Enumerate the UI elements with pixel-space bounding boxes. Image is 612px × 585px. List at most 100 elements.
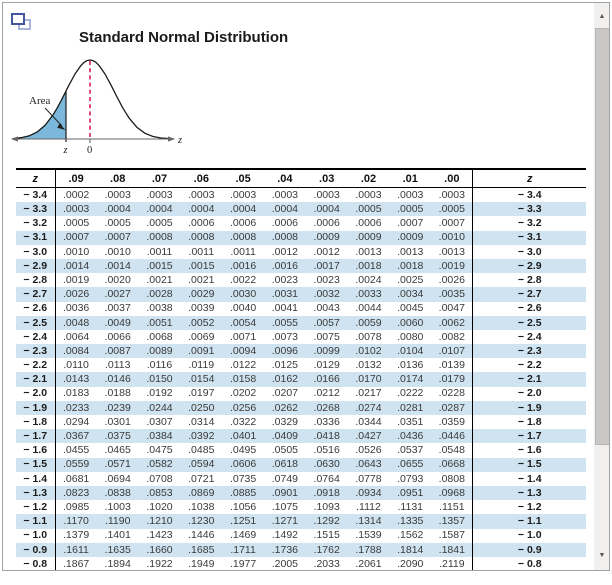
value-cell: .0017	[313, 259, 340, 272]
value-cell: .0465	[104, 444, 131, 457]
z-cell: − 1.0	[23, 529, 48, 542]
value-cell: .1841	[438, 543, 465, 556]
value-cell: .0485	[188, 444, 215, 457]
value-cell: .2005	[271, 557, 299, 570]
table-row: − 1.5 .0559 .0571 .0582 .0594 .0606 .0618 .0630…	[16, 457, 586, 472]
value-cell: .0154	[188, 373, 215, 386]
popout-windows-icon[interactable]	[11, 13, 33, 33]
z-cell: − 2.5	[23, 316, 48, 329]
value-cell: .0006	[313, 217, 340, 230]
applet-window: Standard Normal Distribution Area z z 0	[2, 2, 610, 571]
z-cell: − 0.9	[23, 543, 48, 556]
value-cell: .0003	[313, 188, 340, 201]
value-cell: .0006	[188, 217, 215, 230]
value-cell: .0228	[438, 387, 465, 400]
value-cell: .0985	[54, 500, 97, 515]
z-cell: − 3.3	[472, 202, 586, 217]
z-cell: − 3.4	[472, 187, 586, 203]
value-cell: .0064	[54, 329, 97, 345]
value-cell: .1230	[188, 515, 215, 528]
value-cell: .0011	[146, 245, 173, 258]
value-cell: .1949	[188, 557, 215, 570]
value-cell: .0026	[54, 287, 97, 302]
table-row: − 1.0 .1379 .1401 .1423 .1446 .1469 .1492 .1515…	[16, 528, 586, 543]
value-cell: .1170	[54, 514, 97, 529]
value-cell: .0040	[229, 302, 257, 315]
value-cell: .0003	[229, 188, 257, 201]
value-cell: .0158	[229, 373, 257, 386]
table-row: − 2.4 .0064 .0066 .0068 .0069 .0071 .0073 .0075…	[16, 329, 586, 345]
col-header: .03	[305, 168, 348, 188]
z-cell: − 2.0	[472, 386, 586, 401]
z-cell: − 2.0	[23, 387, 48, 400]
area-pointer-arrowhead	[57, 123, 66, 130]
value-cell: .0274	[355, 401, 382, 414]
value-cell: .0104	[397, 344, 424, 357]
value-cell: .0004	[104, 203, 131, 216]
value-cell: .0003	[397, 188, 424, 201]
z-cell: − 2.4	[472, 329, 586, 345]
col-header: .08	[96, 168, 139, 188]
table-row: − 1.9 .0233 .0239 .0244 .0250 .0256 .0262 .0268…	[16, 400, 586, 415]
axis-right-arrowhead	[168, 136, 175, 142]
value-cell: .1867	[54, 556, 97, 570]
value-cell: .0055	[271, 316, 299, 329]
value-cell: .0091	[188, 344, 215, 357]
value-cell: .0005	[397, 203, 424, 216]
scroll-up-arrow[interactable]: ▲	[598, 13, 606, 20]
value-cell: .0174	[397, 373, 424, 386]
value-cell: .1539	[355, 529, 382, 542]
value-cell: .0043	[313, 302, 340, 315]
axis-z-label: z	[177, 135, 182, 146]
z-column-header: z	[472, 168, 586, 188]
col-header: .01	[389, 168, 432, 188]
value-cell: .1401	[104, 529, 131, 542]
value-cell: .0136	[397, 359, 424, 372]
value-cell: .0027	[104, 288, 131, 301]
value-cell: .0322	[229, 415, 257, 428]
value-cell: .1685	[188, 543, 215, 556]
scroll-thumb[interactable]	[595, 28, 609, 445]
value-cell: .0122	[229, 359, 257, 372]
value-cell: .0146	[104, 373, 131, 386]
value-cell: .0021	[188, 273, 215, 286]
value-cell: .0359	[438, 415, 465, 428]
scroll-down-arrow[interactable]: ▼	[598, 552, 606, 559]
value-cell: .0008	[229, 231, 257, 244]
value-cell: .1003	[104, 500, 131, 513]
value-cell: .0526	[355, 444, 382, 457]
value-cell: .0268	[313, 401, 340, 414]
value-cell: .0207	[271, 387, 299, 400]
z-cell: − 2.8	[23, 273, 48, 286]
value-cell: .0049	[104, 316, 131, 329]
z-cell: − 2.1	[472, 372, 586, 387]
value-cell: .0901	[271, 486, 299, 499]
value-cell: .0022	[229, 273, 257, 286]
table-row: − 2.5 .0048 .0049 .0051 .0052 .0054 .0055 .0057…	[16, 315, 586, 330]
value-cell: .1020	[146, 500, 173, 513]
value-cell: .0294	[54, 415, 97, 430]
value-cell: .0007	[54, 230, 97, 245]
value-cell: .0256	[229, 401, 257, 414]
value-cell: .0012	[271, 245, 299, 258]
value-cell: .0009	[397, 231, 424, 244]
table-row: − 1.3 .0823 .0838 .0853 .0869 .0885 .0901 .0918…	[16, 485, 586, 501]
value-cell: .0060	[397, 316, 424, 329]
area-label: Area	[29, 95, 50, 107]
value-cell: .0005	[104, 217, 131, 230]
value-cell: .0132	[355, 359, 382, 372]
value-cell: .0012	[313, 245, 340, 258]
value-cell: .0005	[54, 216, 97, 231]
z-cell: − 1.7	[472, 429, 586, 444]
shaded-area	[13, 91, 66, 139]
z-cell: − 2.3	[472, 344, 586, 359]
value-cell: .0023	[271, 273, 299, 286]
value-cell: .0301	[104, 415, 131, 428]
value-cell: .0516	[313, 444, 340, 457]
vertical-scrollbar[interactable]: ▲ ▼	[594, 3, 609, 570]
value-cell: .0008	[146, 231, 173, 244]
value-cell: .0031	[271, 288, 299, 301]
value-cell: .0033	[355, 288, 382, 301]
col-header: .06	[180, 168, 223, 188]
col-header: .05	[222, 168, 264, 188]
